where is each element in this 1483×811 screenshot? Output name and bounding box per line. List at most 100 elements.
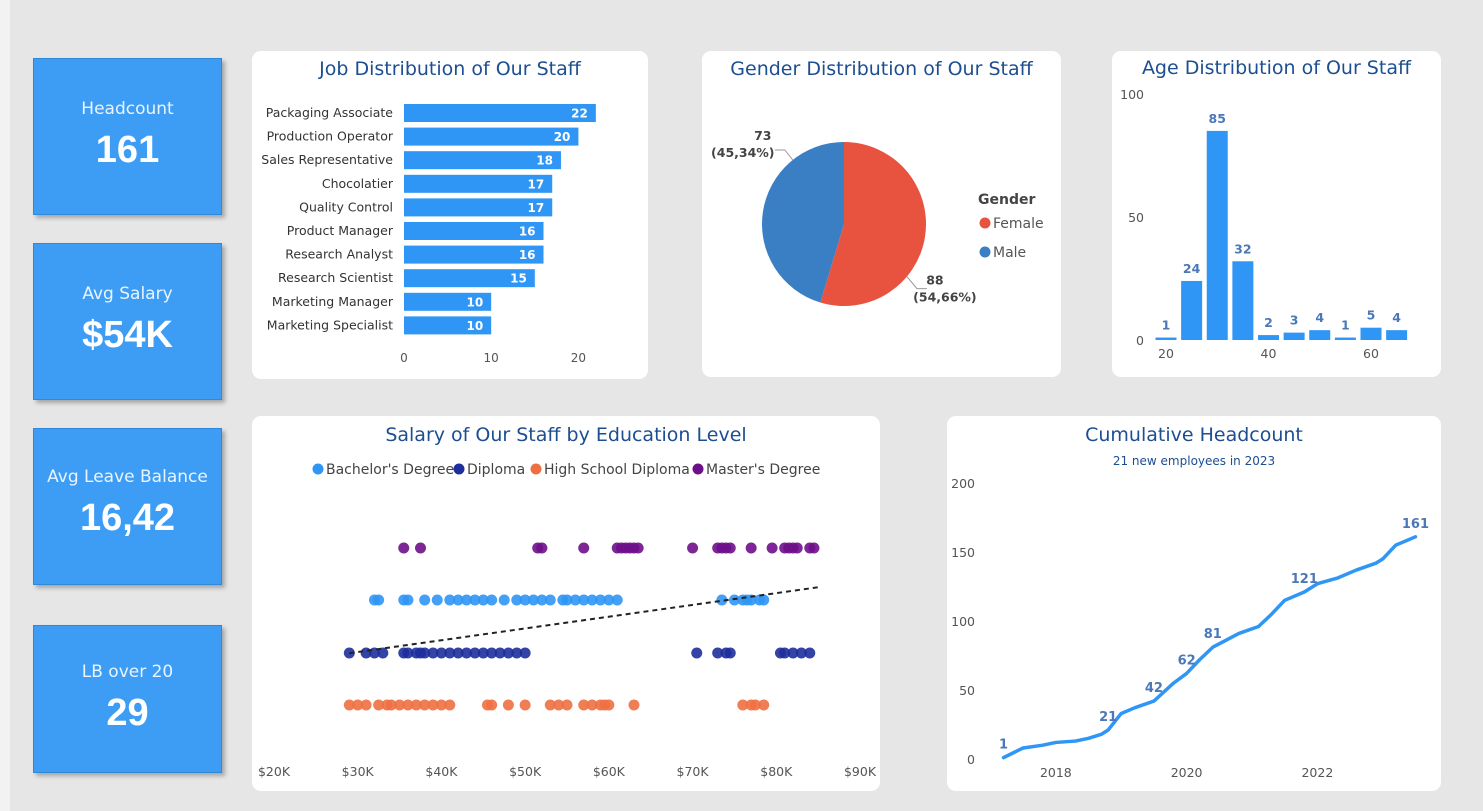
histogram-bar [1360, 327, 1382, 340]
bar-category-label: Sales Representative [261, 152, 393, 167]
legend-label: Bachelor's Degree [326, 462, 454, 478]
scatter-point [724, 647, 736, 659]
kpi-headcount-card[interactable]: Headcount 161 [33, 58, 222, 215]
cumulative-headcount-card[interactable]: Cumulative Headcount 21 new employees in… [947, 416, 1441, 791]
legend-label: Male [993, 245, 1026, 261]
data-label: 21 [1099, 710, 1117, 725]
x-tick-label: 60 [1363, 346, 1379, 361]
scatter-point [758, 594, 770, 606]
bar [404, 104, 596, 122]
bar-category-label: Research Scientist [278, 270, 393, 285]
kpi-avg-leave-balance-card[interactable]: Avg Leave Balance 16,42 [33, 428, 222, 585]
scatter-point [569, 594, 581, 606]
histogram-bar [1334, 337, 1356, 340]
bar-value-label: 1 [1341, 318, 1350, 333]
job-bar-chart: Packaging Associate 22 Production Operator… [261, 104, 596, 365]
kpi-label: Avg Leave Balance [47, 467, 208, 487]
x-tick-label: $70K [677, 764, 710, 779]
scatter-point [511, 594, 523, 606]
bar [404, 292, 492, 311]
bar [404, 269, 535, 288]
pie-leader-line [774, 149, 794, 161]
pie-percent-label: (54,66%) [913, 290, 977, 305]
scatter-point [469, 647, 481, 659]
job-distribution-card[interactable]: Job Distribution of Our Staff Packaging … [252, 51, 648, 379]
bar-value-label: 17 [528, 177, 545, 191]
age-histogram: 0 50 100 20 40 60 1 24 85 32 2 3 4 1 5 4 [1120, 87, 1408, 361]
scatter-point [494, 647, 506, 659]
bar [404, 198, 553, 217]
scatter-point [352, 699, 364, 711]
pie-value-label: 88 [926, 273, 943, 288]
scatter-point [498, 594, 510, 606]
bar-category-label: Product Manager [287, 223, 394, 238]
bar-value-label: 32 [1234, 241, 1251, 256]
gender-distribution-card[interactable]: Gender Distribution of Our Staff 88 (54,6… [702, 51, 1061, 377]
scatter-point [402, 699, 414, 711]
x-tick-label: $50K [509, 764, 542, 779]
scatter-point [779, 647, 791, 659]
x-tick-label: 2020 [1171, 765, 1203, 780]
scatter-point [461, 647, 473, 659]
scatter-point [419, 699, 431, 711]
scatter-point [758, 699, 770, 711]
scatter-point [431, 594, 443, 606]
legend-label: Master's Degree [706, 462, 820, 478]
bar-category-label: Quality Control [299, 199, 393, 214]
scatter-point [586, 594, 598, 606]
data-label: 62 [1178, 653, 1196, 668]
scatter-point [737, 699, 749, 711]
pie-value-label: 73 [754, 128, 771, 143]
scatter-point [502, 647, 514, 659]
bar-value-label: 24 [1183, 261, 1201, 276]
bar-category-label: Production Operator [267, 129, 394, 144]
scatter-point [343, 699, 355, 711]
kpi-value: 161 [95, 129, 160, 171]
histogram-bar [1283, 332, 1305, 340]
scatter-point [360, 699, 372, 711]
legend-label: Diploma [467, 462, 525, 478]
kpi-label: Avg Salary [82, 284, 173, 304]
bar-value-label: 1 [1162, 318, 1171, 333]
scatter-point [415, 542, 426, 554]
x-tick-label: 10 [484, 351, 499, 365]
salary-education-card[interactable]: Salary of Our Staff by Education Level B… [252, 416, 880, 791]
kpi-avg-salary-card[interactable]: Avg Salary $54K [33, 243, 222, 400]
bar-value-label: 22 [571, 107, 588, 121]
chart-title: Gender Distribution of Our Staff [730, 58, 1033, 80]
bar-value-label: 5 [1367, 308, 1376, 323]
histogram-bar [1232, 261, 1254, 340]
histogram-bar [1258, 335, 1279, 340]
x-tick-label: $20K [258, 764, 291, 779]
histogram-bar [1309, 330, 1331, 340]
pie-slice-male [762, 142, 844, 303]
scatter-point [419, 647, 431, 659]
bar [404, 245, 544, 264]
kpi-lb-over-20-card[interactable]: LB over 20 29 [33, 625, 222, 773]
scatter-point [787, 647, 799, 659]
scatter-point [394, 699, 406, 711]
data-label: 161 [1402, 517, 1429, 532]
scatter-point [398, 542, 410, 554]
scatter-point [766, 542, 778, 554]
bar-value-label: 20 [554, 130, 571, 144]
scatter-point [745, 542, 757, 554]
scatter-point [716, 594, 728, 606]
x-tick-label: $60K [593, 764, 626, 779]
bar [404, 316, 492, 335]
y-tick-label: 0 [967, 752, 975, 767]
bar-category-label: Chocolatier [322, 176, 394, 191]
scatter-point [603, 594, 615, 606]
gender-pie-chart: 88 (54,66%) 73 (45,34%) Gender Female Male [711, 128, 1044, 306]
bar [404, 127, 579, 146]
bar-value-label: 10 [466, 295, 483, 309]
scatter-point [419, 594, 431, 606]
y-tick-label: 150 [951, 545, 975, 560]
age-distribution-card[interactable]: Age Distribution of Our Staff 0 50 100 20 40… [1112, 51, 1441, 377]
scatter-point [603, 699, 615, 711]
legend-title: Gender [978, 192, 1035, 208]
scatter-point [611, 594, 623, 606]
data-label: 42 [1145, 681, 1163, 696]
scatter-point [586, 699, 598, 711]
